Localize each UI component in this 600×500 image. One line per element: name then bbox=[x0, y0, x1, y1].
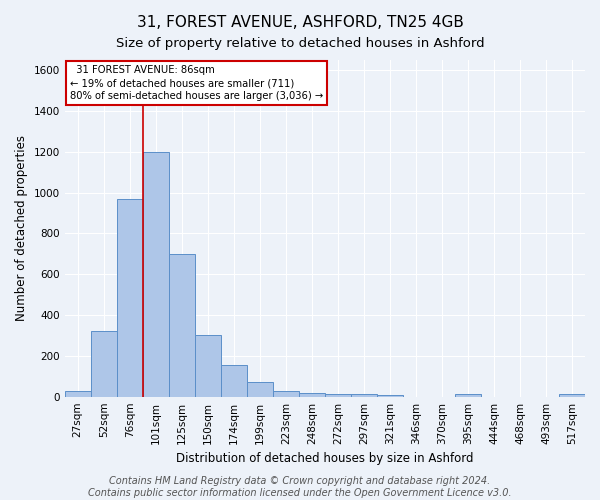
Bar bbox=[351, 394, 377, 396]
Text: 31, FOREST AVENUE, ASHFORD, TN25 4GB: 31, FOREST AVENUE, ASHFORD, TN25 4GB bbox=[137, 15, 463, 30]
Bar bbox=[273, 390, 299, 396]
Bar bbox=[143, 152, 169, 396]
X-axis label: Distribution of detached houses by size in Ashford: Distribution of detached houses by size … bbox=[176, 452, 473, 465]
Bar bbox=[325, 394, 351, 396]
Bar bbox=[377, 394, 403, 396]
Y-axis label: Number of detached properties: Number of detached properties bbox=[15, 136, 28, 322]
Bar bbox=[91, 332, 116, 396]
Bar bbox=[455, 394, 481, 396]
Bar bbox=[221, 365, 247, 396]
Text: Size of property relative to detached houses in Ashford: Size of property relative to detached ho… bbox=[116, 38, 484, 51]
Bar bbox=[299, 392, 325, 396]
Bar bbox=[247, 382, 273, 396]
Bar bbox=[169, 254, 195, 396]
Text: Contains HM Land Registry data © Crown copyright and database right 2024.
Contai: Contains HM Land Registry data © Crown c… bbox=[88, 476, 512, 498]
Bar bbox=[117, 199, 143, 396]
Text: 31 FOREST AVENUE: 86sqm  
← 19% of detached houses are smaller (711)
80% of semi: 31 FOREST AVENUE: 86sqm ← 19% of detache… bbox=[70, 65, 323, 102]
Bar bbox=[65, 390, 91, 396]
Bar bbox=[195, 336, 221, 396]
Bar bbox=[559, 394, 585, 396]
